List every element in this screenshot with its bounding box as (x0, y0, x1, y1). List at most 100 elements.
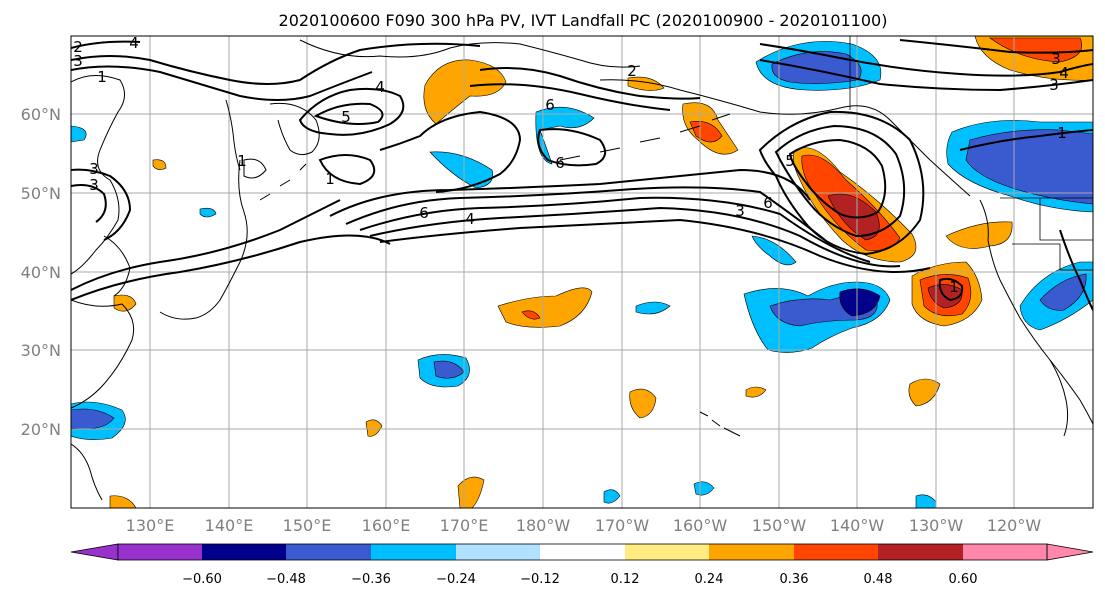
alaska-coastline (599, 79, 971, 197)
pv-contour (469, 83, 671, 111)
colorbar-tick-label: 0.36 (780, 572, 809, 587)
japan-coastline (159, 159, 248, 320)
us-state-border (1012, 243, 1061, 270)
positive-anomaly-region (109, 495, 137, 508)
positive-anomaly-region (945, 221, 1013, 249)
colorbar-tick-label: 0.24 (695, 572, 724, 587)
colorbar-bin (878, 544, 963, 560)
lon-label: 120°W (987, 516, 1042, 535)
contour-labels: 2 4 3 1 4 5 1 6 6 3 1 3 6 4 2 3 6 5 3 4 … (73, 34, 1069, 296)
contour-label: 6 (555, 154, 565, 172)
positive-anomaly-region (113, 294, 137, 312)
positive-anomaly-region (365, 419, 383, 437)
negative-anomaly-peak (839, 288, 881, 317)
asia-coastline (71, 75, 125, 275)
negative-anomaly-region (429, 151, 493, 189)
hokkaido-coastline (243, 158, 267, 179)
positive-anomaly-region (627, 76, 665, 91)
contour-label: 4 (129, 34, 139, 52)
contour-label: 3 (735, 202, 745, 220)
negative-anomaly-region (535, 106, 595, 165)
colorbar-bin (540, 544, 625, 560)
colorbar-extend-low (70, 543, 119, 561)
pv-contour (959, 129, 1093, 151)
longitude-labels: 130°E 140°E 150°E 160°E 170°E 180°W 170°… (126, 516, 1042, 535)
positive-anomaly-region (497, 287, 593, 328)
colorbar-bin (118, 544, 202, 560)
kuril-islands (259, 163, 307, 201)
contour-label: 3 (73, 52, 83, 70)
pv-contour (1059, 229, 1093, 311)
pv-anomaly-shading (71, 36, 1093, 508)
pv-contour (788, 138, 887, 219)
pv-contour (71, 168, 132, 241)
negative-anomaly-region (751, 235, 797, 266)
colorbar-bin (709, 544, 794, 560)
lat-label: 20°N (21, 420, 61, 439)
contour-label: 6 (763, 194, 773, 212)
latitude-labels: 60°N 50°N 40°N 30°N 20°N (21, 105, 61, 439)
lon-label: 180°W (516, 516, 571, 535)
lat-label: 60°N (21, 105, 61, 124)
contour-label: 2 (73, 38, 83, 56)
positive-anomaly-region (908, 378, 941, 407)
hawaii-islands (699, 411, 741, 437)
positive-anomaly-core (521, 310, 541, 320)
negative-anomaly-core (1039, 273, 1087, 311)
contour-label: 1 (325, 170, 335, 188)
contour-label: 6 (545, 96, 555, 114)
contour-label: 1 (949, 278, 959, 296)
colorbar-tick-label: −0.12 (520, 572, 560, 587)
contour-label: 4 (465, 210, 475, 228)
pv-contour (71, 199, 341, 291)
contour-label: 1 (97, 68, 107, 86)
contour-label: 2 (627, 62, 637, 80)
lon-label: 150°W (752, 516, 807, 535)
positive-anomaly-region (745, 386, 767, 398)
pv-contour (479, 67, 701, 100)
pv-contours (71, 39, 1093, 311)
aleutian-islands (559, 113, 731, 161)
lon-label: 140°E (205, 516, 254, 535)
pv-contour (759, 43, 1093, 77)
colorbar-bin (286, 544, 371, 560)
north-america-coastline (979, 199, 1093, 425)
colorbar-bin (963, 544, 1047, 560)
sakhalin-coastline (225, 99, 241, 171)
map-panel: 2 4 3 1 4 5 1 6 6 3 1 3 6 4 2 3 6 5 3 4 … (70, 34, 1094, 509)
colorbar: −0.60 −0.48 −0.36 −0.24 −0.12 0.12 0.24 … (70, 543, 1094, 587)
lon-label: 160°W (673, 516, 728, 535)
colorbar-frame (117, 543, 1048, 561)
pv-contour (318, 154, 376, 186)
contour-label: 3 (1049, 76, 1059, 94)
colorbar-bin (794, 544, 878, 560)
pv-contour (71, 42, 481, 85)
pv-contour (313, 102, 384, 125)
colorbar-tick-label: −0.60 (182, 572, 222, 587)
contour-label: 4 (375, 78, 385, 96)
contour-label: 3 (89, 176, 99, 194)
pv-contour (298, 87, 405, 136)
pv-contour (759, 59, 1093, 92)
negative-anomaly-region (635, 301, 671, 315)
contour-label: 3 (1051, 50, 1061, 68)
lon-label: 170°E (440, 516, 489, 535)
contour-label: 5 (785, 152, 795, 170)
positive-anomaly-region (629, 388, 657, 419)
positive-anomaly-region (423, 59, 507, 125)
map-title: 2020100600 F090 300 hPa PV, IVT Landfall… (279, 11, 888, 30)
siberia-coastline (299, 39, 641, 68)
pv-contour (379, 218, 931, 273)
pv-contour (899, 39, 1093, 54)
pv-contour (329, 168, 811, 217)
borders (849, 36, 1093, 271)
lon-label: 150°E (283, 516, 332, 535)
colorbar-bin (202, 544, 286, 560)
pv-contour (758, 110, 925, 256)
pv-contour (71, 40, 141, 49)
colorbar-tick-label: −0.48 (266, 572, 306, 587)
kamchatka-coastline (269, 102, 320, 156)
lon-label: 170°W (595, 516, 650, 535)
pv-contour (71, 65, 373, 101)
